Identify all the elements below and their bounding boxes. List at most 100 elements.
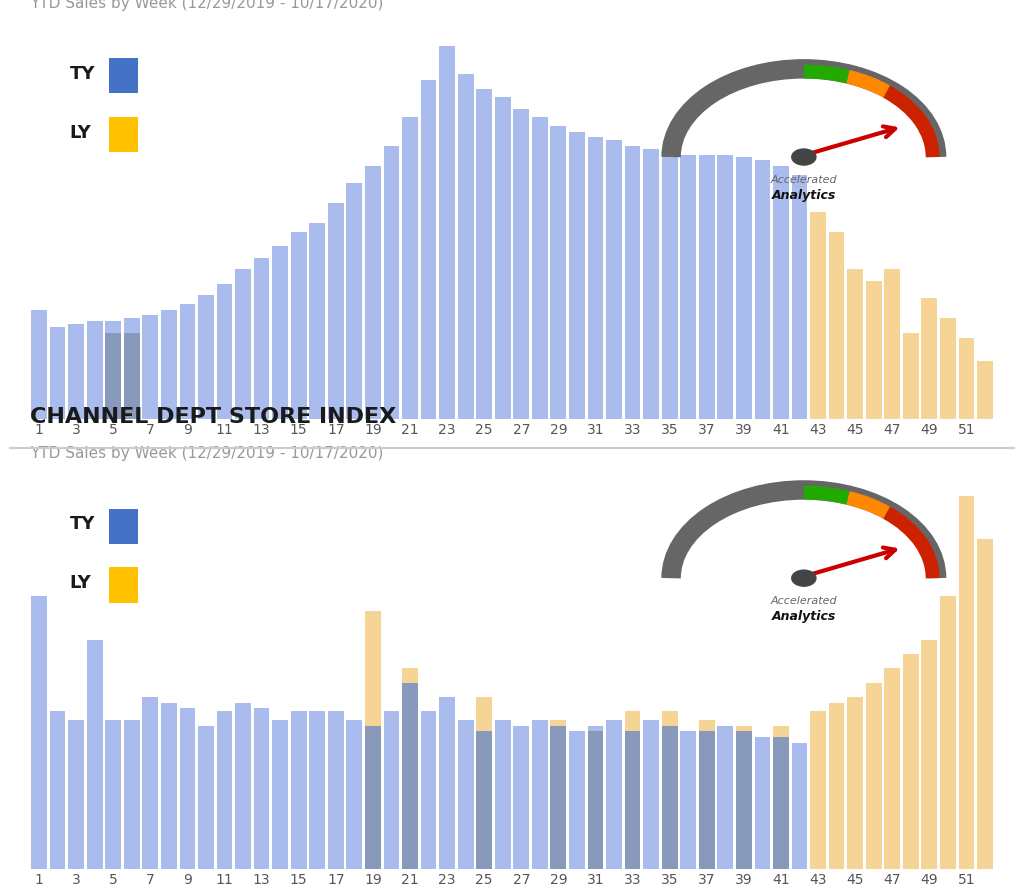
Bar bbox=[365, 166, 381, 418]
Bar bbox=[773, 726, 788, 737]
Bar bbox=[531, 117, 548, 418]
Bar bbox=[643, 149, 659, 418]
Text: YTD Sales by Week (12/29/2019 - 10/17/2020): YTD Sales by Week (12/29/2019 - 10/17/20… bbox=[31, 0, 384, 11]
Bar bbox=[773, 166, 788, 418]
Bar bbox=[755, 737, 770, 869]
Bar bbox=[198, 726, 214, 869]
Bar bbox=[31, 309, 47, 418]
Bar bbox=[272, 246, 288, 418]
Bar bbox=[588, 137, 603, 418]
Bar bbox=[421, 711, 436, 869]
Bar bbox=[606, 719, 622, 869]
Circle shape bbox=[792, 149, 816, 165]
Bar bbox=[792, 175, 807, 418]
Bar bbox=[346, 719, 362, 869]
Bar bbox=[958, 496, 974, 869]
Bar bbox=[179, 304, 196, 418]
Text: TY: TY bbox=[70, 65, 95, 83]
Bar bbox=[402, 117, 418, 418]
Bar bbox=[50, 711, 66, 869]
Text: YTD Sales by Week (12/29/2019 - 10/17/2020): YTD Sales by Week (12/29/2019 - 10/17/20… bbox=[31, 446, 384, 461]
Bar bbox=[736, 726, 752, 731]
Bar bbox=[551, 126, 566, 418]
Bar bbox=[476, 89, 493, 418]
Bar bbox=[105, 332, 121, 418]
Text: Analytics: Analytics bbox=[772, 189, 836, 202]
Bar bbox=[179, 709, 196, 869]
Bar bbox=[922, 298, 937, 418]
Bar bbox=[940, 318, 955, 418]
Bar bbox=[885, 668, 900, 869]
Bar bbox=[847, 270, 863, 418]
Bar bbox=[142, 697, 158, 869]
Bar bbox=[828, 702, 845, 869]
Bar bbox=[773, 737, 788, 869]
Bar bbox=[105, 719, 121, 869]
Bar bbox=[736, 158, 752, 418]
Text: Analytics: Analytics bbox=[772, 610, 836, 624]
FancyBboxPatch shape bbox=[109, 117, 138, 152]
Bar bbox=[124, 719, 139, 869]
Bar bbox=[625, 711, 640, 731]
Text: TY: TY bbox=[70, 515, 95, 533]
Bar bbox=[958, 339, 974, 418]
Bar bbox=[513, 726, 529, 869]
Bar bbox=[810, 711, 826, 869]
FancyBboxPatch shape bbox=[109, 58, 138, 93]
Bar bbox=[439, 46, 455, 418]
Bar bbox=[736, 731, 752, 869]
Bar bbox=[458, 74, 473, 418]
Bar bbox=[662, 711, 678, 726]
FancyBboxPatch shape bbox=[109, 567, 138, 603]
Bar bbox=[495, 97, 511, 418]
Bar bbox=[680, 731, 696, 869]
Bar bbox=[439, 697, 455, 869]
Bar bbox=[513, 108, 529, 418]
Bar bbox=[50, 327, 66, 418]
Bar bbox=[662, 726, 678, 869]
Bar bbox=[588, 731, 603, 869]
Text: Accelerated: Accelerated bbox=[770, 175, 838, 185]
Bar bbox=[161, 309, 177, 418]
Bar bbox=[69, 324, 84, 418]
Bar bbox=[254, 709, 269, 869]
Bar bbox=[718, 726, 733, 869]
Bar bbox=[662, 151, 678, 418]
Bar bbox=[606, 141, 622, 418]
Bar bbox=[69, 719, 84, 869]
Bar bbox=[866, 280, 882, 418]
Bar bbox=[847, 697, 863, 869]
Bar bbox=[346, 184, 362, 418]
FancyBboxPatch shape bbox=[109, 509, 138, 544]
Bar bbox=[161, 702, 177, 869]
Bar bbox=[309, 223, 326, 418]
Bar bbox=[810, 212, 826, 418]
Bar bbox=[254, 258, 269, 418]
Bar bbox=[588, 726, 603, 731]
Bar bbox=[698, 155, 715, 418]
Bar bbox=[885, 270, 900, 418]
Bar bbox=[87, 640, 102, 869]
Bar bbox=[977, 361, 993, 418]
Bar bbox=[755, 160, 770, 418]
Bar bbox=[384, 146, 399, 418]
Bar bbox=[328, 711, 344, 869]
Bar bbox=[698, 719, 715, 731]
Bar bbox=[328, 203, 344, 418]
Text: LY: LY bbox=[70, 574, 91, 592]
Bar bbox=[903, 654, 919, 869]
Bar bbox=[31, 597, 47, 869]
Bar bbox=[551, 719, 566, 726]
Bar bbox=[680, 155, 696, 418]
Text: CHANNEL DEPT STORE INDEX: CHANNEL DEPT STORE INDEX bbox=[31, 407, 396, 426]
Bar bbox=[643, 719, 659, 869]
Bar bbox=[569, 731, 585, 869]
Bar bbox=[495, 719, 511, 869]
Bar bbox=[476, 697, 493, 731]
Bar bbox=[551, 726, 566, 869]
Bar bbox=[625, 146, 640, 418]
Bar bbox=[198, 295, 214, 418]
Bar bbox=[365, 726, 381, 869]
Bar bbox=[142, 315, 158, 418]
Bar bbox=[87, 321, 102, 418]
